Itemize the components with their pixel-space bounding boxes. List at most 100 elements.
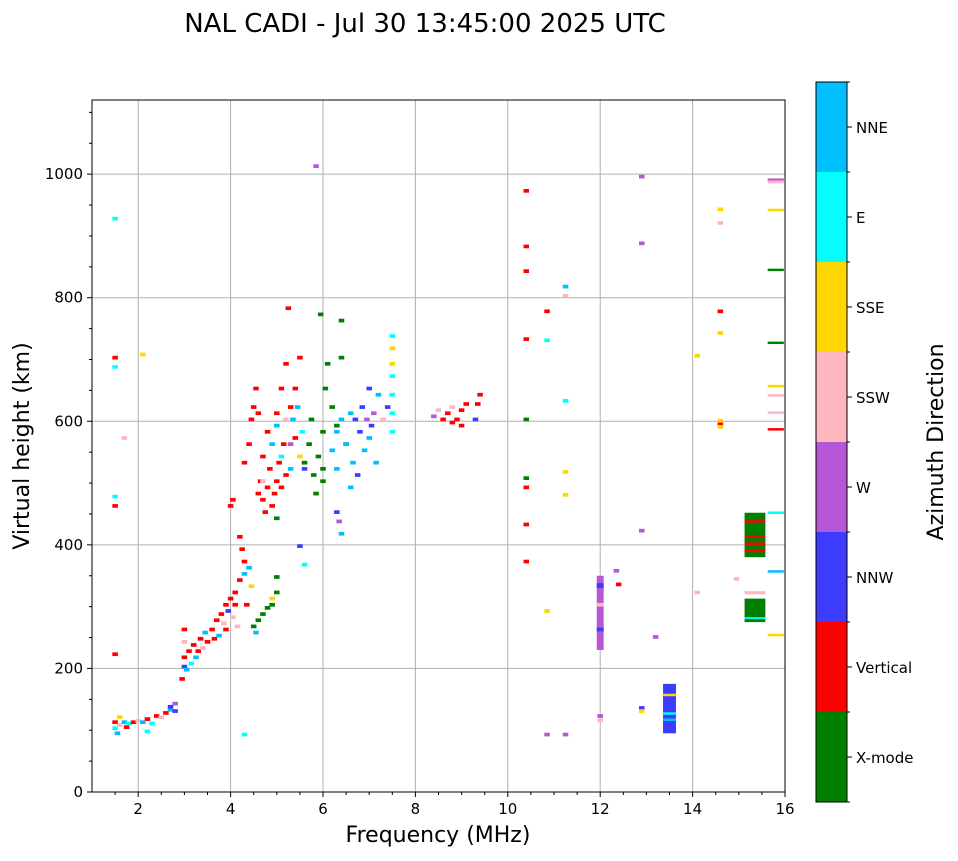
- data-point: [287, 405, 294, 409]
- colorbar-tick-label: Vertical: [856, 659, 912, 677]
- data-point: [241, 732, 248, 737]
- data-point: [172, 709, 178, 713]
- data-point: [213, 618, 220, 623]
- data-point: [234, 624, 241, 629]
- data-point: [294, 405, 301, 409]
- data-point: [767, 411, 784, 414]
- data-point: [744, 549, 766, 553]
- data-point: [255, 411, 262, 416]
- data-point: [253, 386, 259, 391]
- data-point: [144, 729, 151, 734]
- data-point: [717, 331, 724, 335]
- data-point: [523, 337, 530, 341]
- x-tick-label: 2: [133, 800, 143, 818]
- data-point: [329, 448, 336, 453]
- data-point: [449, 420, 456, 425]
- data-point: [523, 522, 530, 527]
- data-point: [306, 442, 312, 446]
- data-point: [562, 470, 569, 474]
- data-point: [135, 719, 141, 723]
- data-point: [694, 353, 700, 358]
- data-point: [278, 386, 285, 391]
- data-point: [463, 402, 469, 406]
- data-point: [472, 417, 479, 422]
- data-point: [334, 429, 340, 434]
- data-point: [324, 361, 331, 366]
- data-point: [123, 725, 130, 729]
- data-point: [276, 460, 282, 465]
- x-tick-label: 8: [411, 800, 421, 818]
- data-point: [163, 711, 169, 715]
- data-point: [153, 714, 160, 718]
- colorbar-swatch: [816, 442, 847, 532]
- data-point: [310, 473, 317, 477]
- data-point: [354, 473, 361, 477]
- data-point: [366, 436, 372, 440]
- data-point: [216, 633, 222, 638]
- data-point: [767, 268, 784, 272]
- data-point: [474, 402, 481, 406]
- data-point: [269, 442, 275, 446]
- colorbar-tick-label: W: [856, 479, 871, 497]
- data-point: [195, 649, 202, 653]
- data-point: [278, 485, 285, 490]
- x-tick-label: 10: [498, 800, 517, 818]
- x-axis-label: Frequency (MHz): [346, 823, 531, 848]
- data-point: [112, 504, 118, 508]
- data-point: [733, 576, 740, 581]
- data-point: [287, 467, 294, 471]
- data-point: [562, 399, 569, 403]
- data-point: [652, 635, 659, 639]
- data-point: [440, 417, 446, 422]
- data-point: [260, 479, 266, 484]
- data-point: [301, 460, 308, 465]
- data-point: [596, 583, 604, 589]
- data-point: [267, 467, 273, 471]
- data-point: [140, 720, 146, 725]
- data-point: [225, 609, 232, 613]
- data-point: [320, 467, 326, 471]
- data-point: [523, 485, 530, 490]
- data-point: [204, 640, 211, 644]
- data-point: [121, 720, 128, 725]
- y-tick-label: 0: [73, 783, 83, 801]
- data-point: [255, 491, 262, 496]
- data-point: [322, 386, 329, 391]
- data-point: [167, 704, 174, 709]
- data-point: [767, 208, 784, 212]
- data-point: [744, 520, 766, 523]
- data-point: [112, 355, 118, 360]
- data-point: [375, 392, 382, 397]
- data-point: [717, 422, 724, 427]
- data-point: [389, 374, 396, 379]
- data-point: [334, 467, 340, 471]
- data-point: [366, 386, 372, 391]
- data-point: [269, 596, 275, 601]
- colorbar-tick-label: SSW: [856, 389, 890, 407]
- data-point: [767, 384, 784, 388]
- data-point: [320, 429, 326, 434]
- data-point: [112, 726, 118, 731]
- y-tick-label: 1000: [45, 165, 83, 183]
- data-point: [126, 721, 132, 726]
- data-point: [299, 429, 305, 434]
- data-point: [562, 294, 569, 298]
- data-point: [596, 575, 604, 650]
- data-point: [477, 392, 483, 397]
- data-point: [639, 706, 645, 710]
- data-point: [241, 559, 248, 564]
- data-point: [140, 352, 146, 357]
- data-point: [767, 178, 784, 181]
- data-point: [274, 516, 280, 521]
- data-point: [523, 269, 530, 273]
- data-point: [544, 309, 550, 314]
- data-point: [613, 568, 620, 573]
- data-point: [523, 559, 530, 564]
- data-point: [260, 497, 266, 502]
- colorbar-swatch: [816, 712, 847, 802]
- data-point: [444, 411, 451, 416]
- colorbar-tick-label: NNW: [856, 569, 893, 587]
- data-point: [458, 408, 465, 413]
- data-point: [338, 417, 345, 422]
- data-point: [717, 418, 724, 423]
